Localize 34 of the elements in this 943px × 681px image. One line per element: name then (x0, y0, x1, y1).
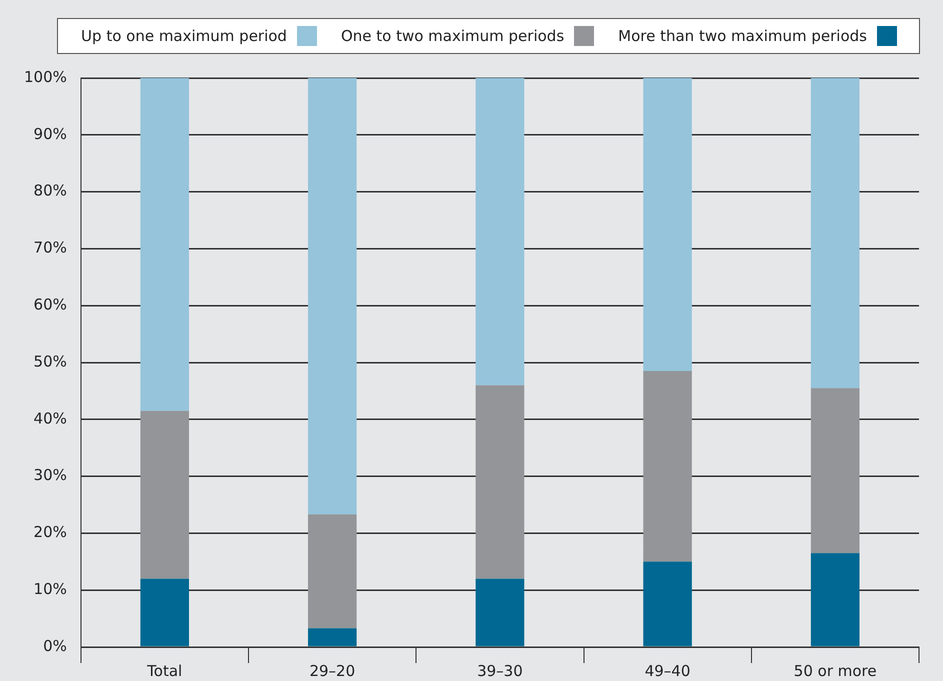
y-tick-label: 50% (34, 352, 67, 370)
bar (308, 628, 357, 646)
y-tick-label: 30% (34, 466, 67, 484)
bar (308, 514, 357, 628)
y-tick-label: 10% (34, 580, 67, 598)
bar (140, 78, 189, 411)
bar (810, 553, 860, 646)
bar (140, 578, 189, 646)
x-tick-label: 50 or more (794, 662, 877, 680)
bar (810, 78, 860, 388)
x-tick-label: 29–20 (309, 662, 356, 680)
y-tick-label: 40% (34, 409, 67, 428)
bar (476, 385, 524, 579)
bar (308, 78, 357, 514)
bar (476, 78, 524, 386)
x-tick-label: 39–30 (477, 662, 523, 680)
y-tick-label: 20% (34, 523, 67, 542)
bar (140, 410, 189, 579)
bar (810, 388, 860, 554)
y-tick-label: 60% (34, 295, 67, 314)
y-tick-label: 70% (34, 238, 67, 257)
x-tick-label: 49–40 (644, 662, 690, 680)
bar (476, 578, 524, 646)
bar (643, 562, 692, 646)
x-tick-label: Total (146, 662, 182, 680)
y-tick-label: 80% (34, 182, 67, 200)
bar (643, 78, 692, 372)
y-tick-label: 0% (43, 636, 67, 655)
y-tick-label: 100% (24, 68, 67, 86)
legend-label: One to two maximum periods (340, 27, 564, 45)
bar (643, 371, 692, 562)
y-tick-label: 90% (34, 124, 67, 143)
legend-label: More than two maximum periods (618, 27, 867, 45)
legend-label: Up to one maximum period (81, 27, 287, 45)
